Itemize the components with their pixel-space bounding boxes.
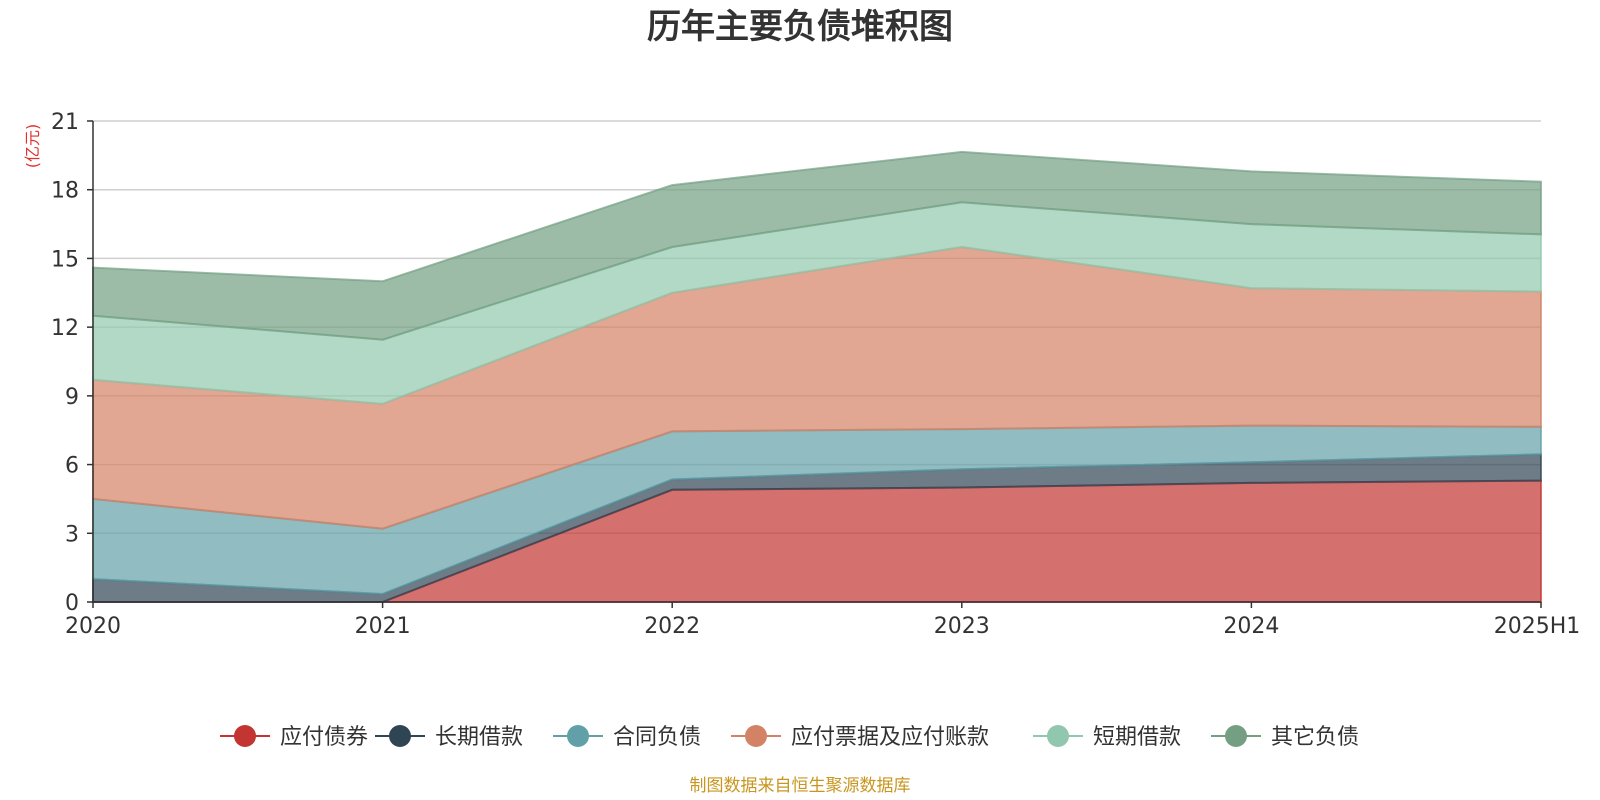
y-tick-label: 12 bbox=[51, 316, 79, 341]
y-tick-label: 15 bbox=[51, 247, 79, 272]
legend-marker bbox=[1225, 725, 1247, 747]
legend-marker bbox=[234, 725, 256, 747]
legend-marker bbox=[745, 725, 767, 747]
y-tick-label: 21 bbox=[51, 110, 79, 135]
legend-item[interactable]: 长期借款 bbox=[375, 725, 523, 750]
x-tick-label: 2025H1 bbox=[1494, 614, 1581, 639]
legend-label: 应付债券 bbox=[280, 725, 368, 750]
x-tick-label: 2020 bbox=[65, 614, 121, 639]
axes: 0 3 6 9 12 15 18 21 2020 2021 2022 2023 2024 2025H1 bbox=[51, 110, 1580, 639]
source-note: 制图数据来自恒生聚源数据库 bbox=[690, 776, 911, 796]
x-tick-label: 2023 bbox=[934, 614, 990, 639]
legend-label: 长期借款 bbox=[435, 725, 523, 750]
chart-title: 历年主要负债堆积图 bbox=[647, 7, 953, 47]
legend-item[interactable]: 应付债券 bbox=[220, 725, 368, 750]
legend-marker bbox=[567, 725, 589, 747]
x-tick-label: 2024 bbox=[1223, 614, 1279, 639]
y-tick-label: 0 bbox=[65, 591, 79, 616]
x-tick-label: 2021 bbox=[355, 614, 411, 639]
legend-item[interactable]: 合同负债 bbox=[553, 725, 701, 750]
area-series-5 bbox=[92, 150, 1542, 341]
legend-marker bbox=[389, 725, 411, 747]
area-series bbox=[92, 150, 1542, 603]
legend-label: 合同负债 bbox=[613, 725, 701, 750]
legend-label: 其它负债 bbox=[1271, 725, 1359, 750]
legend-label: 短期借款 bbox=[1093, 725, 1181, 750]
legend-item[interactable]: 应付票据及应付账款 bbox=[731, 725, 989, 750]
legend-item[interactable]: 短期借款 bbox=[1033, 725, 1181, 750]
legend[interactable]: 应付债券 长期借款 合同负债 应付票据及应付账款 短期借款 其它负债 bbox=[220, 725, 1359, 750]
legend-item[interactable]: 其它负债 bbox=[1211, 725, 1359, 750]
legend-label: 应付票据及应付账款 bbox=[791, 725, 989, 750]
y-tick-label: 18 bbox=[51, 179, 79, 204]
x-tick-label: 2022 bbox=[644, 614, 700, 639]
legend-marker bbox=[1047, 725, 1069, 747]
y-tick-label: 3 bbox=[65, 522, 79, 547]
y-tick-label: 9 bbox=[65, 385, 79, 410]
y-axis-unit: (亿元) bbox=[23, 124, 42, 169]
y-tick-label: 6 bbox=[65, 454, 79, 479]
